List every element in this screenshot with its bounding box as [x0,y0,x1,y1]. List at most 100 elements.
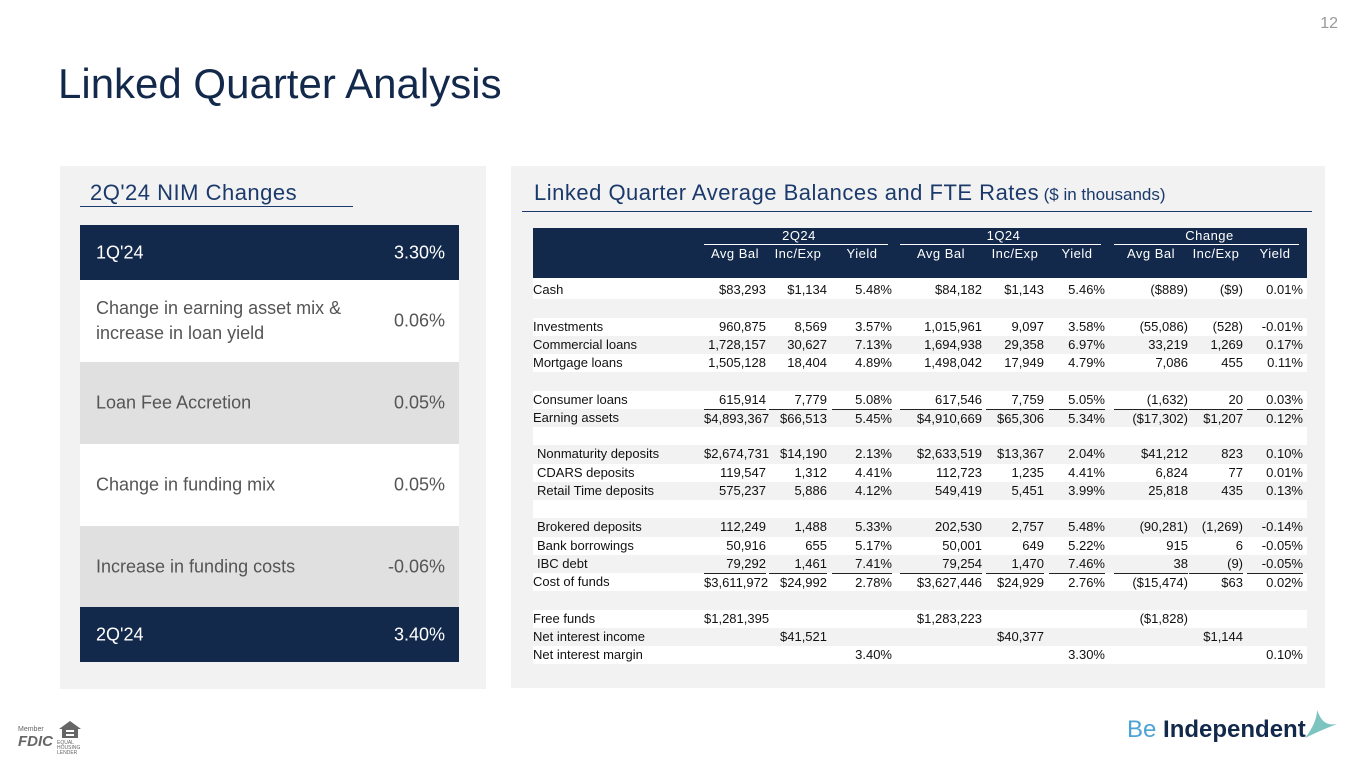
table-cell: 649 [1022,537,1044,553]
table-cell: (528) [1212,318,1243,334]
table-cell: $24,992 [769,573,827,592]
column-header: Avg Bal [916,246,966,261]
table-cell: ($15,474) [1114,573,1188,592]
table-cell: ($1,828) [1139,610,1188,626]
table-cell: 7.41% [855,555,892,571]
table-cell: 3.40% [855,647,892,662]
table-cell: (9) [1227,555,1243,571]
table-cell: 2,757 [1011,519,1044,535]
table-cell: 0.17% [1266,336,1303,352]
table-row: Investments 960,875 8,569 3.57% 1,015,961 9,0… [533,317,1307,336]
table-row: Bank borrowings 50,916 655 5.17% 50,001 649 5.… [533,536,1307,555]
table-cell: 4.79% [1068,355,1105,370]
table-cell: 4.12% [855,482,892,498]
brand-bird [1305,710,1337,738]
table-cell: -0.01% [1261,318,1303,334]
table-cell: 0.01% [1266,464,1303,480]
column-header: Inc/Exp [1192,246,1240,261]
nim-row: Loan Fee Accretion 0.05% [80,362,459,444]
table-cell: 8,569 [794,318,827,334]
row-label: Commercial loans [533,336,638,352]
table-cell: 435 [1221,482,1243,498]
column-header: Avg Bal [1126,246,1176,261]
table-cell: 1,312 [794,464,827,480]
table-cell: $2,633,519 [916,446,982,462]
table-cell: 202,530 [935,519,982,535]
table-cell: 3.57% [855,318,892,334]
group-rule [900,244,1101,245]
nim-row: Change in funding mix 0.05% [80,444,459,526]
table-cell: 1,015,961 [924,318,982,334]
row-label: Nonmaturity deposits [537,446,660,462]
lender-label: EQUAL HOUSING LENDER [57,740,81,756]
slide-title: Linked Quarter Analysis [58,60,502,107]
brand-prefix: Be [1127,716,1157,743]
table-cell: $1,144 [1203,628,1243,644]
nim-title-rule [80,206,353,207]
table-cell: 0.10% [1266,446,1303,462]
group-label: 1Q24 [986,228,1021,243]
group-label: 2Q24 [782,228,816,243]
table-cell: 2.76% [1049,573,1105,592]
table-cell: 5.08% [855,391,892,407]
table-cell: $63 [1189,573,1243,592]
table-cell: -0.05% [1261,555,1303,571]
nim-row: 2Q'24 3.40% [80,607,459,662]
table-cell: (1,632) [1146,391,1188,407]
table-cell: $65,306 [986,408,1044,428]
table-cell: 549,419 [935,482,982,498]
table-row: Mortgage loans 1,505,128 18,404 4.89% 1,498,… [533,354,1307,373]
table-cell: 575,237 [719,482,766,498]
column-header: Inc/Exp [991,246,1039,261]
table-cell: $1,143 [1004,282,1044,297]
member-label: Member [18,726,44,733]
table-cell: $1,283,223 [916,610,982,626]
table-cell: 0.03% [1266,391,1303,407]
table-cell: $41,521 [780,628,827,644]
table-cell: 1,488 [794,519,827,535]
nim-row-label: Loan Fee Accretion [96,392,252,413]
table-cell: $4,893,367 [704,408,770,426]
column-header: Yield [846,246,878,261]
table-title-rule [522,211,1312,212]
nim-row: Change in earning asset mix & increase i… [80,280,459,362]
row-label: Bank borrowings [537,537,634,553]
table-cell: $2,674,731 [704,446,770,462]
table-cell: 79,254 [942,555,982,571]
table-cell: 6 [1235,537,1243,553]
row-label: Cash [533,282,564,297]
table-cell: 615,914 [719,391,766,407]
spacer-row [533,372,1307,391]
nim-row-label: 1Q'24 [96,242,144,262]
group-label: Change [1185,228,1234,243]
nim-row-value: 0.06% [393,310,445,331]
table-cell: (1,269) [1201,519,1243,535]
table-cell: ($17,302) [1114,408,1188,428]
table-cell: 3.99% [1068,482,1105,498]
table-cell: 20 [1228,391,1243,407]
table-cell: 3.30% [1068,647,1105,662]
page-number: 12 [1320,15,1338,32]
table-cell: 112,249 [719,519,766,535]
table-cell: 1,235 [1011,464,1044,480]
table-cell: 7.13% [855,336,892,352]
group-rule [704,244,888,245]
table-subtitle: ($ in thousands) [1043,185,1166,204]
column-header: Yield [1061,246,1093,261]
table-cell: 77 [1228,464,1243,480]
group-rule [1114,244,1299,245]
table-cell: $24,929 [986,573,1044,592]
table-cell: 1,461 [794,555,827,571]
table-cell: 79,292 [726,555,766,571]
table-cell: 3.58% [1068,318,1105,334]
table-cell: 1,694,938 [924,336,982,352]
table-cell: 2.13% [855,446,892,462]
table-cell: 7,779 [794,391,827,407]
table-row: Net interest income $41,521 $40,377 $1,144 [533,627,1307,646]
column-header: Inc/Exp [774,246,822,261]
table-cell: 0.13% [1266,482,1303,498]
table-cell: 960,875 [719,318,766,334]
equal-housing-icon [59,721,81,738]
table-cell: 5,886 [794,482,827,498]
